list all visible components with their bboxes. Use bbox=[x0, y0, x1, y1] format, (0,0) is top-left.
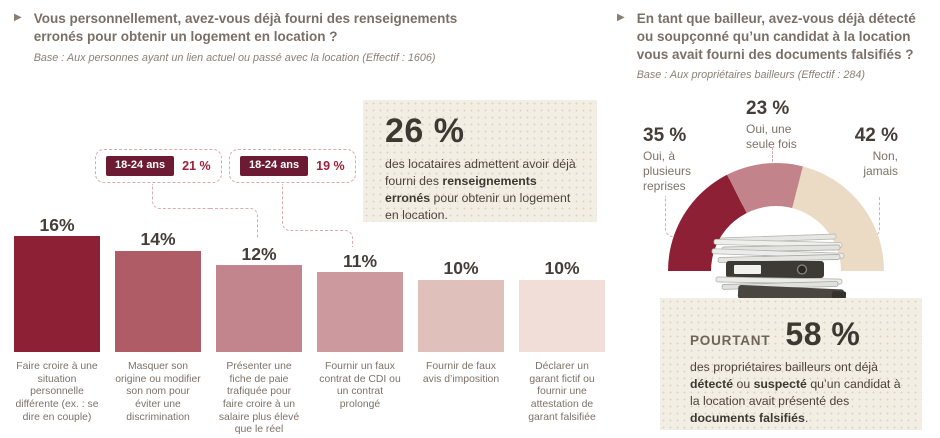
gauge-value-23: 23 % bbox=[746, 98, 790, 119]
age-callout-1: 18-24 ans 21 % bbox=[95, 149, 222, 183]
callout1-connector-a bbox=[152, 184, 211, 209]
triangle-bullet-icon: ▶ bbox=[617, 12, 625, 23]
right-base-note: Base : Aux propriétaires bailleurs (Effe… bbox=[636, 69, 865, 82]
right-question-header: ▶ En tant que bailleur, avez-vous déjà d… bbox=[617, 10, 932, 82]
bar-chart: 16% Faire croire à une situation personne… bbox=[14, 205, 605, 437]
gauge-category-42: Non, jamais bbox=[863, 149, 898, 178]
pourtant-box: POURTANT 58 % des propriétaires bailleur… bbox=[660, 298, 922, 430]
callout1-connector-b bbox=[210, 208, 258, 238]
bar-column: 10% Fournir de faux avis d’imposition bbox=[418, 205, 504, 437]
bar-caption: Présenter une fiche de paie trafiquée po… bbox=[218, 361, 300, 436]
bar bbox=[216, 265, 302, 352]
left-highlight-value: 26 % bbox=[385, 112, 465, 150]
gauge-connector-35 bbox=[665, 196, 678, 237]
gauge-label-35: 35 % Oui, à plusieurs reprises bbox=[643, 126, 709, 194]
bar-value-label: 10% bbox=[443, 258, 479, 278]
bar bbox=[317, 272, 403, 352]
bar-value-label: 14% bbox=[140, 229, 176, 249]
callout2-connector-b bbox=[320, 230, 353, 247]
age-value-2: 19 % bbox=[316, 159, 345, 173]
bar-column: 11% Fournir un faux contrat de CDI ou un … bbox=[317, 205, 403, 437]
bar-value-label: 12% bbox=[241, 243, 277, 264]
bar-caption: Déclarer un garant fictif ou fournir une… bbox=[528, 361, 596, 423]
bar-zone: 11% bbox=[317, 205, 403, 352]
bar bbox=[115, 250, 201, 352]
pourtant-word: POURTANT bbox=[690, 333, 771, 348]
bar-zone: 16% bbox=[14, 205, 100, 352]
bar-column: 16% Faire croire à une situation personne… bbox=[14, 205, 100, 437]
pourtant-value: 58 % bbox=[785, 316, 861, 352]
bar-value-label: 16% bbox=[39, 214, 75, 235]
bar-value-label: 10% bbox=[544, 258, 580, 278]
right-question-title: En tant que bailleur, avez-vous déjà dét… bbox=[636, 11, 916, 62]
bar bbox=[14, 236, 100, 352]
bar-caption: Fournir un faux contrat de CDI ou un con… bbox=[319, 361, 401, 411]
gauge-category-23: Oui, une seule fois bbox=[746, 122, 797, 151]
gauge-value-42: 42 % bbox=[854, 125, 898, 146]
bar-column: 10% Déclarer un garant fictif ou fournir … bbox=[519, 205, 605, 437]
bar-zone: 10% bbox=[418, 205, 504, 352]
bar-value-label: 11% bbox=[342, 250, 378, 271]
bar-caption: Faire croire à une situation personnelle… bbox=[15, 361, 99, 423]
bar bbox=[418, 279, 504, 352]
gauge-connector-23 bbox=[772, 147, 774, 162]
bar-zone: 12% bbox=[216, 205, 302, 352]
gauge-value-35: 35 % bbox=[643, 125, 687, 146]
gauge-category-35: Oui, à plusieurs reprises bbox=[643, 149, 692, 193]
age-chip-2: 18-24 ans bbox=[240, 156, 309, 176]
left-question-header: ▶ Vous personnellement, avez-vous déjà f… bbox=[14, 10, 474, 65]
bar-column: 12% Présenter une fiche de paie trafiquée… bbox=[216, 205, 302, 437]
age-value-1: 21 % bbox=[182, 159, 211, 173]
age-chip-1: 18-24 ans bbox=[106, 156, 175, 176]
age-callout-2: 18-24 ans 19 % bbox=[229, 149, 356, 183]
bar-column: 14% Masquer son origine ou modifier son n… bbox=[115, 205, 201, 437]
callout2-connector-a bbox=[282, 184, 321, 231]
triangle-bullet-icon: ▶ bbox=[14, 12, 22, 23]
pourtant-headline: POURTANT 58 % bbox=[690, 318, 906, 350]
gauge-label-42: 42 % Non, jamais bbox=[850, 126, 898, 179]
bar-caption: Fournir de faux avis d’imposition bbox=[422, 361, 500, 385]
left-highlight-text: des locataires admettent avoir déjà four… bbox=[385, 157, 576, 222]
bar bbox=[519, 279, 605, 352]
right-question-texts: En tant que bailleur, avez-vous déjà dét… bbox=[625, 10, 929, 82]
bar-zone: 10% bbox=[519, 205, 605, 352]
bar-caption: Masquer son origine ou modifier son nom … bbox=[115, 361, 201, 423]
left-base-note: Base : Aux personnes ayant un lien actue… bbox=[33, 51, 436, 64]
left-question-texts: Vous personnellement, avez-vous déjà fou… bbox=[22, 10, 466, 65]
bar-zone: 14% bbox=[115, 205, 201, 352]
gauge-label-23: 23 % Oui, une seule fois bbox=[746, 99, 820, 152]
pourtant-text: des propriétaires bailleurs ont déjà dét… bbox=[690, 360, 901, 425]
left-highlight-box: 26 % des locataires admettent avoir déjà… bbox=[363, 100, 597, 222]
left-question-title: Vous personnellement, avez-vous déjà fou… bbox=[33, 11, 458, 44]
